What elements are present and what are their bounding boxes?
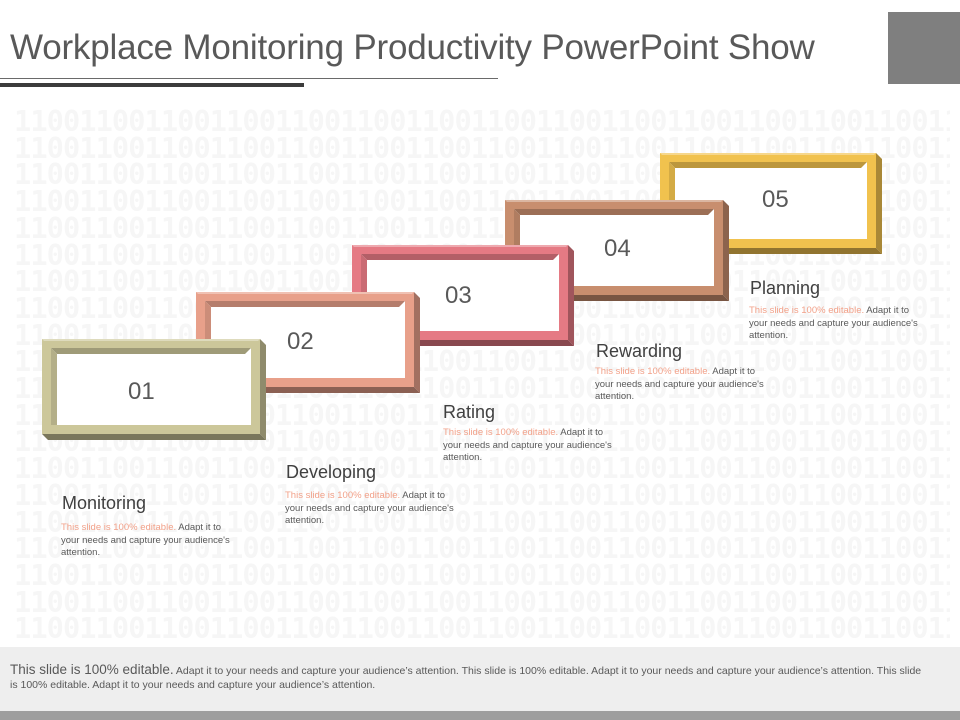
step-desc-highlight: This slide is 100% editable. bbox=[595, 366, 711, 377]
step-desc-text: Adapt it to your needs and capture your … bbox=[61, 522, 230, 558]
frame-01-shape bbox=[42, 339, 266, 440]
step-title-rewarding: Rewarding bbox=[596, 341, 683, 361]
step-number-03: 03 bbox=[445, 282, 472, 309]
step-desc-highlight: This slide is 100% editable. bbox=[285, 490, 401, 501]
step-desc-monitoring: This slide is 100% editable. Adapt it to… bbox=[61, 522, 231, 560]
title-underline-thick bbox=[0, 83, 304, 87]
step-title-developing: Developing bbox=[286, 462, 377, 482]
step-desc-rewarding: This slide is 100% editable. Adapt it to… bbox=[595, 366, 765, 404]
step-desc-text: Adapt it to your needs and capture your … bbox=[749, 305, 918, 341]
footer-lead-text: This slide is 100% editable. bbox=[10, 662, 174, 677]
slide-title: Workplace Monitoring Productivity PowerP… bbox=[10, 28, 815, 67]
step-title-monitoring: Monitoring bbox=[62, 493, 147, 513]
corner-accent-block bbox=[888, 12, 960, 84]
footer-body-text: Adapt it to your needs and capture your … bbox=[10, 665, 922, 691]
title-underline-thin bbox=[0, 78, 498, 79]
step-title-planning: Planning bbox=[750, 278, 821, 298]
step-desc-planning: This slide is 100% editable. Adapt it to… bbox=[749, 305, 919, 343]
step-desc-highlight: This slide is 100% editable. bbox=[61, 522, 177, 533]
step-number-05: 05 bbox=[762, 186, 789, 213]
step-desc-developing: This slide is 100% editable. Adapt it to… bbox=[285, 490, 455, 528]
step-desc-text: Adapt it to your needs and capture your … bbox=[595, 366, 764, 402]
step-desc-highlight: This slide is 100% editable. bbox=[749, 305, 865, 316]
step-desc-text: Adapt it to your needs and capture your … bbox=[443, 427, 612, 463]
footer-bar bbox=[0, 711, 960, 720]
step-number-02: 02 bbox=[287, 328, 314, 355]
step-desc-text: Adapt it to your needs and capture your … bbox=[285, 490, 454, 526]
step-title-rating: Rating bbox=[443, 402, 496, 422]
step-desc-rating: This slide is 100% editable. Adapt it to… bbox=[443, 427, 613, 465]
step-desc-highlight: This slide is 100% editable. bbox=[443, 427, 559, 438]
step-number-01: 01 bbox=[128, 378, 155, 405]
step-number-04: 04 bbox=[604, 235, 631, 262]
footer-text: This slide is 100% editable. Adapt it to… bbox=[10, 663, 930, 692]
footer-panel: This slide is 100% editable. Adapt it to… bbox=[0, 647, 960, 711]
